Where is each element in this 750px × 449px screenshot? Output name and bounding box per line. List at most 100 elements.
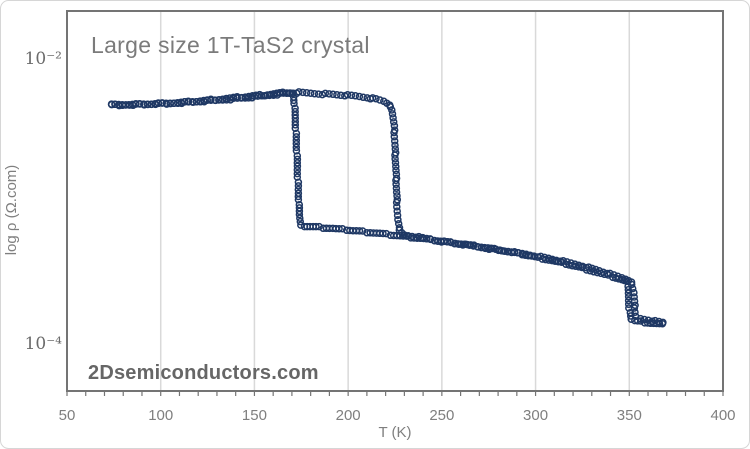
data-point-marker (391, 158, 400, 167)
data-point-marker (292, 136, 301, 145)
data-point-marker (590, 268, 598, 276)
data-point-marker (390, 133, 399, 141)
data-point-marker (237, 93, 246, 102)
data-point-marker (521, 251, 530, 259)
data-point-marker (450, 239, 459, 248)
data-point-marker (626, 312, 635, 320)
data-point-marker (624, 293, 633, 301)
x-tick-label: 150 (242, 407, 267, 424)
y-tick-label-1e-2: 10⁻² (25, 49, 62, 69)
x-tick-label: 50 (59, 407, 76, 424)
x-tick-label: 200 (336, 407, 361, 424)
data-point-marker (390, 137, 399, 145)
data-point-marker (306, 89, 315, 97)
data-point-marker (260, 91, 268, 100)
data-point-marker (498, 247, 506, 255)
watermark: 2Dsemiconductors.com (88, 362, 319, 384)
data-point-marker (394, 216, 402, 224)
data-point-marker (366, 229, 374, 237)
data-point-marker (135, 99, 144, 108)
data-point-marker (392, 176, 400, 185)
data-point-marker (140, 101, 148, 109)
data-point-marker (392, 180, 400, 189)
plot-area-border (66, 10, 724, 392)
data-point-marker (233, 92, 241, 101)
data-point-marker (393, 211, 402, 220)
data-point-marker (407, 234, 415, 242)
data-point-marker (392, 188, 401, 196)
data-point-marker (597, 269, 605, 278)
data-point-marker (541, 255, 550, 264)
data-point-marker (368, 94, 377, 102)
data-point-marker (118, 101, 127, 110)
data-point-marker (494, 246, 503, 255)
data-point-marker (192, 97, 201, 106)
data-point-marker (115, 101, 123, 110)
data-point-marker (388, 110, 397, 118)
data-point-marker (321, 89, 330, 98)
data-point-marker (351, 92, 360, 100)
data-point-marker (293, 155, 302, 164)
data-point-marker (372, 94, 380, 103)
data-point-marker (299, 88, 307, 97)
data-point-marker (314, 90, 323, 98)
data-point-marker (624, 300, 633, 309)
data-point-marker (226, 94, 234, 102)
data-point-marker (293, 166, 302, 174)
data-point-marker (518, 250, 526, 259)
data-point-marker (290, 96, 298, 105)
data-point-marker (295, 88, 303, 96)
data-point-marker (293, 152, 302, 160)
data-point-marker (294, 182, 303, 190)
data-point-marker (626, 308, 635, 317)
data-point-marker (207, 95, 215, 104)
data-point-marker (241, 93, 250, 101)
data-point-marker (292, 133, 301, 141)
data-point-marker (293, 169, 302, 178)
data-point-marker (310, 89, 319, 98)
data-point-marker (604, 271, 612, 279)
data-point-marker (391, 155, 399, 163)
data-point-marker (184, 97, 193, 105)
data-point-marker (355, 92, 364, 101)
data-point-marker (565, 261, 573, 269)
data-point-marker (218, 95, 227, 103)
data-point-marker (391, 151, 399, 159)
x-tick-label: 250 (429, 407, 454, 424)
data-point-marker (624, 285, 633, 294)
data-point-marker (633, 317, 642, 325)
data-point-marker (388, 106, 396, 114)
data-point-marker (211, 96, 220, 105)
data-point-marker (291, 107, 299, 116)
data-point-marker (347, 91, 356, 100)
data-point-marker (631, 316, 639, 325)
data-point-marker (199, 96, 208, 105)
data-point-marker (376, 96, 384, 104)
data-point-marker (295, 204, 304, 212)
data-point-marker (294, 192, 303, 201)
data-point-marker (293, 173, 302, 181)
data-point-marker (297, 221, 305, 229)
data-point-marker (600, 270, 609, 279)
data-point-marker (337, 91, 345, 100)
data-point-marker (392, 184, 401, 192)
data-point-marker (189, 98, 197, 106)
data-point-marker (433, 237, 442, 245)
x-tick-label: 400 (710, 407, 735, 424)
data-point-marker (147, 100, 156, 108)
data-point-marker (158, 99, 166, 107)
data-point-marker (430, 236, 439, 245)
data-point-marker (322, 224, 331, 233)
data-point-marker (389, 114, 397, 122)
data-point-marker (162, 100, 171, 108)
data-point-marker (296, 217, 305, 226)
x-tick-label: 300 (523, 407, 548, 424)
data-point-marker (263, 91, 272, 99)
data-point-marker (631, 308, 639, 316)
data-point-marker (289, 93, 298, 101)
x-tick-labels: 50 100 150 200 250 300 350 400 (59, 407, 736, 424)
chart-title: Large size 1T-TaS2 crystal (91, 32, 370, 58)
data-point-marker (329, 90, 337, 99)
data-point-marker (293, 159, 302, 167)
data-point-marker (292, 143, 301, 152)
